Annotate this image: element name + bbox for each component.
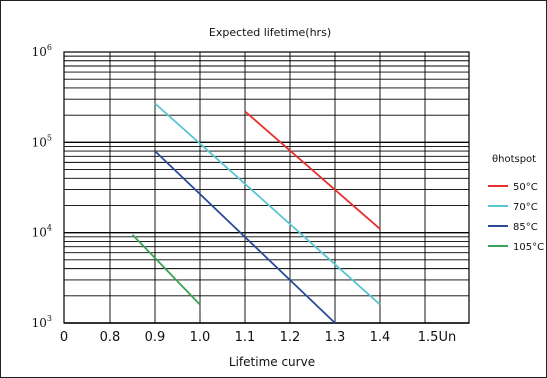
x-tick-labels: 0 0.8 0.9 1.0 1.1 1.2 1.3 1.4 1.5Un xyxy=(60,330,456,345)
x-tick-label: 1.2 xyxy=(280,330,301,345)
x-tick-label: 0 xyxy=(60,330,68,345)
x-tick-label: 1.0 xyxy=(190,330,211,345)
legend-title: θhotspot xyxy=(492,154,536,165)
legend-label-2: 70°C xyxy=(513,202,538,213)
series-line-1 xyxy=(244,110,381,230)
plot-area xyxy=(63,51,470,324)
grid xyxy=(63,51,470,324)
series-line-4 xyxy=(131,234,201,306)
x-tick-label: 0.9 xyxy=(145,330,166,345)
legend-label-1: 50°C xyxy=(513,182,538,193)
x-tick-label: 1.1 xyxy=(235,330,256,345)
legend: θhotspot 50°C 70°C 85°C 105°C xyxy=(488,154,544,253)
x-tick-label: 1.4 xyxy=(370,330,391,345)
y-tick-label: 103 xyxy=(32,314,52,330)
y-tick-label: 104 xyxy=(32,224,52,240)
series-line-3 xyxy=(154,150,336,324)
y-tick-label: 106 xyxy=(32,43,52,59)
series-lines xyxy=(131,102,381,324)
chart-title: Expected lifetime(hrs) xyxy=(209,26,331,39)
x-tick-label: 1.3 xyxy=(325,330,346,345)
y-tick-labels: 103 104 105 106 xyxy=(32,43,52,330)
x-tick-label: 0.8 xyxy=(100,330,121,345)
series-line-2 xyxy=(154,102,381,306)
legend-label-4: 105°C xyxy=(513,242,544,253)
legend-label-3: 85°C xyxy=(513,222,538,233)
y-tick-label: 105 xyxy=(32,133,52,149)
x-axis-label: Lifetime curve xyxy=(229,355,315,369)
x-tick-label: 1.5Un xyxy=(418,330,456,345)
